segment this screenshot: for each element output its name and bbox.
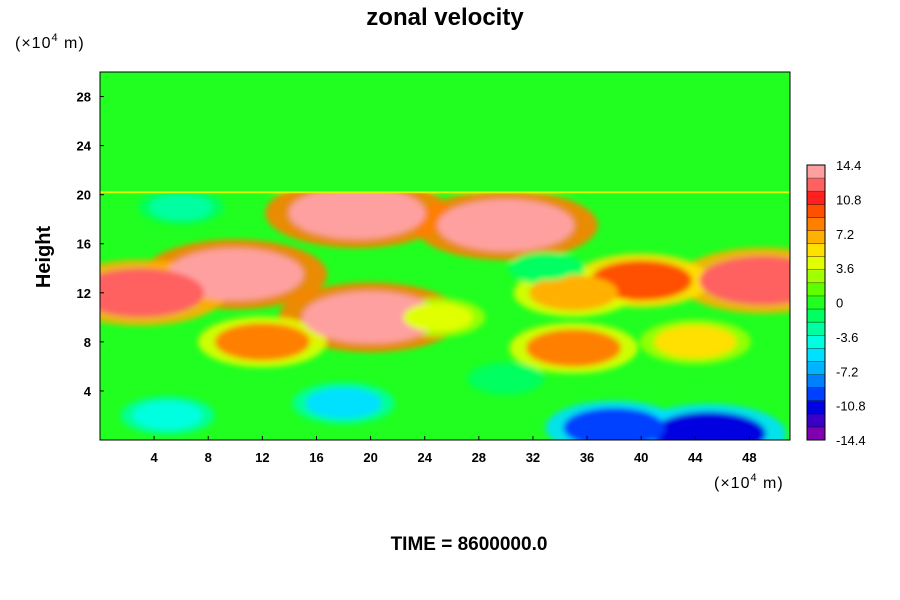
colorbar-tick-label: 10.8 [836, 192, 861, 207]
field-core [149, 193, 213, 221]
plot-area [99, 71, 791, 441]
colorbar-segment [807, 230, 825, 245]
y-tick-label: 28 [77, 90, 91, 105]
colorbar-segment [807, 282, 825, 297]
colorbar-segment [807, 204, 825, 218]
colorbar-tick-label: -7.2 [836, 364, 858, 379]
colorbar-tick-label: -10.8 [836, 399, 866, 414]
colorbar-segment [807, 178, 825, 192]
colorbar-segment [807, 322, 825, 336]
colorbar-segment [807, 309, 825, 323]
field-core [100, 268, 205, 318]
x-tick-label: 40 [634, 450, 648, 465]
field-core [518, 256, 575, 281]
y-axis-label: Height [33, 226, 55, 289]
field-core [214, 323, 310, 361]
x-tick-label: 28 [472, 450, 486, 465]
y-tick-label: 20 [77, 188, 91, 203]
upper-uniform-region [100, 72, 790, 193]
colorbar-segment [807, 243, 825, 258]
colorbar-segment [807, 217, 825, 231]
x-tick-label: 32 [526, 450, 540, 465]
heatmap-field [100, 72, 790, 440]
colorbar-segment [807, 387, 825, 402]
x-tick-label: 36 [580, 450, 594, 465]
y-tick-label: 24 [77, 139, 92, 154]
field-core [563, 407, 665, 440]
colorbar-segment [807, 165, 825, 179]
colorbar: 14.4 10.8 7.2 3.6 0 -3.6 -7.2 -10.8 -14.4 [806, 158, 866, 448]
colorbar-segment [807, 335, 825, 349]
colorbar-segment [807, 361, 825, 376]
field-core [288, 187, 426, 239]
field-core [529, 275, 618, 311]
x-tick-label: 4 [151, 450, 159, 465]
x-tick-label: 48 [742, 450, 756, 465]
field-core [437, 199, 574, 252]
colorbar-segment [807, 400, 825, 415]
y-tick-label: 4 [84, 384, 92, 399]
field-core [651, 411, 767, 440]
field-core [525, 329, 622, 367]
y-tick-label: 8 [84, 335, 91, 350]
field-core [477, 366, 535, 391]
field-core [654, 325, 737, 359]
colorbar-segment [807, 413, 825, 428]
chart-title: zonal velocity [366, 4, 524, 31]
y-axis-ticks: 4 8 12 16 20 24 28 [77, 90, 104, 399]
colorbar-segment [807, 269, 825, 284]
x-tick-label: 8 [205, 450, 212, 465]
time-label: TIME = 8600000.0 [391, 534, 548, 555]
field-core [132, 401, 203, 430]
x-tick-label: 44 [688, 450, 703, 465]
colorbar-frame [806, 164, 826, 441]
colorbar-tick-label: 0 [836, 296, 843, 311]
field-core [403, 302, 474, 332]
colorbar-tick-label: -14.4 [836, 433, 866, 448]
y-tick-label: 12 [77, 286, 91, 301]
x-tick-label: 24 [417, 450, 432, 465]
colorbar-segment [807, 374, 825, 389]
plot-frame [99, 71, 791, 441]
colorbar-segment [807, 348, 825, 362]
y-tick-label: 16 [77, 237, 91, 252]
colorbar-tick-label: 3.6 [836, 261, 854, 276]
field-core [305, 387, 382, 419]
colorbar-segment [807, 191, 825, 205]
colorbar-tick-label: 7.2 [836, 227, 854, 242]
field-core [302, 291, 439, 344]
colorbar-tick-label: -3.6 [836, 330, 858, 345]
colorbar-segment [807, 256, 825, 271]
x-tick-label: 16 [309, 450, 323, 465]
colorbar-tick-label: 14.4 [836, 158, 861, 173]
colorbar-segment [807, 426, 825, 441]
x-unit-label: (×104 m) [714, 472, 784, 492]
colorbar-segment [807, 295, 825, 310]
y-unit-label: (×104 m) [15, 32, 85, 52]
x-tick-label: 20 [363, 450, 377, 465]
x-tick-label: 12 [255, 450, 269, 465]
field-core [699, 256, 790, 305]
x-axis-ticks: 4 8 12 16 20 24 28 32 36 40 44 48 [151, 436, 757, 465]
